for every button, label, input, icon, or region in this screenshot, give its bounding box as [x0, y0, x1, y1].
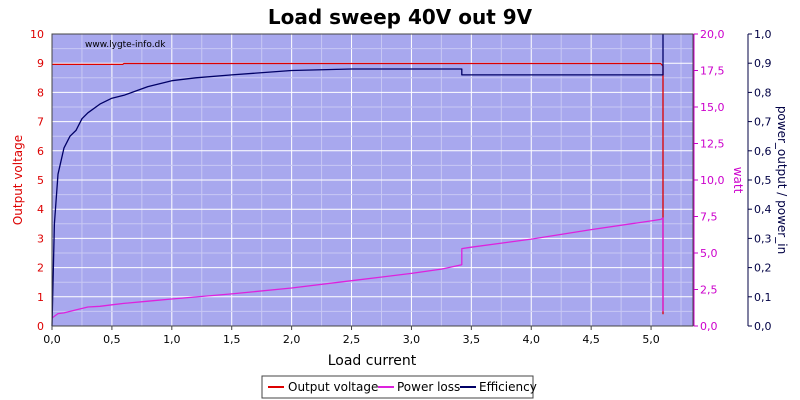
series-line-efficiency	[51, 34, 664, 327]
y-mid-tick-label: 10,0	[700, 174, 725, 187]
y-mid-tick-label: 7,5	[700, 211, 718, 224]
y-mid-tick-label: 17,5	[700, 65, 725, 78]
y-left-tick-label: 6	[37, 145, 44, 158]
y-right-tick-label: 0,0	[754, 320, 772, 333]
x-tick-label: 5,0	[642, 333, 660, 346]
x-tick-label: 0,0	[43, 333, 61, 346]
x-tick-label: 0,5	[103, 333, 121, 346]
y-right-tick-label: 0,3	[754, 232, 772, 245]
legend-label-output-voltage: Output voltage	[288, 380, 378, 394]
y-left-tick-label: 3	[37, 232, 44, 245]
y-right-tick-label: 1,0	[754, 28, 772, 41]
y-right-tick-label: 0,6	[754, 145, 772, 158]
y-mid-tick-label: 2,5	[700, 284, 718, 297]
y-left-tick-label: 8	[37, 86, 44, 99]
y-right-tick-label: 0,8	[754, 86, 772, 99]
y-left-tick-label: 5	[37, 174, 44, 187]
y-mid-tick-label: 0,0	[700, 320, 718, 333]
y-mid-tick-label: 20,0	[700, 28, 725, 41]
y-mid-tick-label: 5,0	[700, 247, 718, 260]
series-line-output-voltage	[52, 62, 664, 315]
x-tick-label: 2,0	[283, 333, 301, 346]
x-tick-label: 3,0	[403, 333, 421, 346]
legend-box	[261, 375, 534, 399]
y-left-tick-label: 9	[37, 57, 44, 70]
y-left-tick-label: 10	[30, 28, 44, 41]
series-layer	[51, 34, 664, 327]
y-right-label: power_output / power_in	[775, 106, 789, 254]
y-left-tick-label: 4	[37, 203, 44, 216]
y-mid-tick-label: 12,5	[700, 138, 725, 151]
x-tick-label: 3,5	[463, 333, 481, 346]
x-tick-label: 4,5	[582, 333, 600, 346]
series-line-power-loss	[51, 217, 664, 319]
x-tick-label: 1,5	[223, 333, 241, 346]
watermark: www.lygte-info.dk	[85, 40, 166, 50]
y-mid-label: watt	[731, 167, 745, 194]
chart-title: Load sweep 40V out 9V	[268, 5, 533, 29]
x-tick-label: 4,0	[523, 333, 541, 346]
x-tick-label: 1,0	[163, 333, 181, 346]
y-right-tick-label: 0,4	[754, 203, 772, 216]
y-right-tick-label: 0,1	[754, 291, 772, 304]
y-left-tick-label: 0	[37, 320, 44, 333]
plot-frame	[51, 33, 694, 327]
y-right-tick-label: 0,2	[754, 262, 772, 275]
y-right-tick-label: 0,5	[754, 174, 772, 187]
y-left-tick-label: 7	[37, 116, 44, 129]
legend: Output voltage Power loss Efficiency	[261, 375, 537, 399]
y-axis-efficiency: 0,0 0,1 0,2 0,3 0,4 0,5 0,6 0,7 0,8 0,9 1,0	[747, 28, 772, 333]
x-tick-label: 2,5	[343, 333, 361, 346]
y-mid-tick-label: 15,0	[700, 101, 725, 114]
x-axis: 0,0 0,5 1,0 1,5 2,0 2,5 3,0 3,5 4,0 4,5 5,0	[43, 326, 660, 346]
y-left-tick-label: 2	[37, 262, 44, 275]
legend-label-power-loss: Power loss	[397, 380, 460, 394]
y-axis-watt: 0,0 2,5 5,0 7,5 10,0 12,5 15,0 17,5 20,0	[693, 28, 725, 333]
legend-label-efficiency: Efficiency	[479, 380, 537, 394]
x-axis-label: Load current	[328, 353, 417, 369]
grid-lines	[51, 33, 693, 327]
plot-area	[51, 33, 694, 327]
y-right-tick-label: 0,7	[754, 116, 772, 129]
y-left-label: Output voltage	[11, 135, 25, 225]
y-right-tick-label: 0,9	[754, 57, 772, 70]
y-left-tick-label: 1	[37, 291, 44, 304]
y-axis-output-voltage: 0 1 2 3 4 5 6 7 8 9 10	[30, 28, 44, 333]
